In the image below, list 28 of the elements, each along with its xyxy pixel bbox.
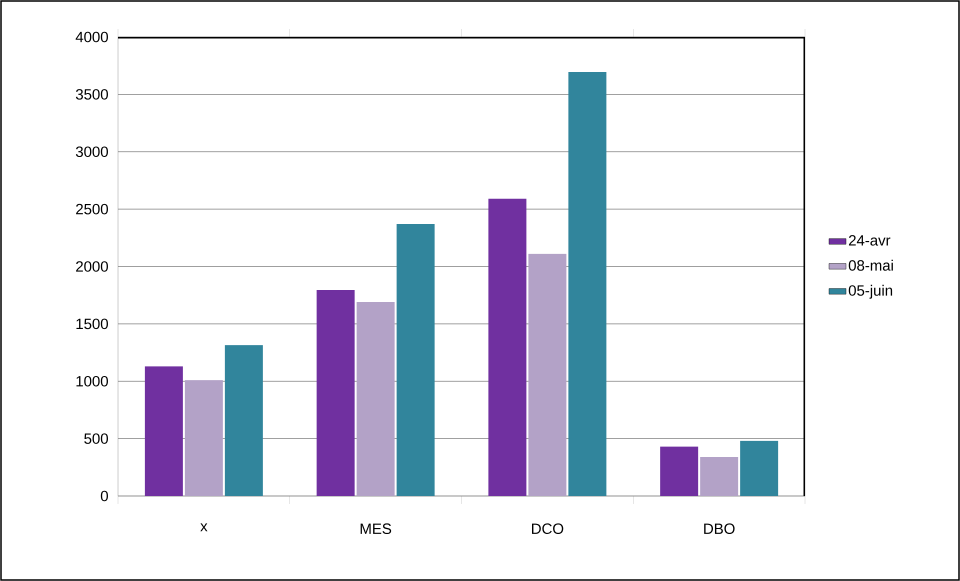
x-tick-label: DCO <box>532 523 564 534</box>
y-tick-label: 2000 <box>76 261 108 272</box>
y-tick-label: 0 <box>100 490 108 502</box>
y-tick-label: 3000 <box>76 146 108 158</box>
x-tick-label: MES <box>360 523 392 534</box>
bar <box>528 254 566 496</box>
bar <box>144 366 183 496</box>
bar <box>488 198 526 496</box>
x-tick-label: x <box>200 523 208 532</box>
bar <box>740 440 778 496</box>
bar <box>700 456 738 496</box>
legend-label: 24-avr <box>848 235 890 246</box>
bar <box>224 345 263 496</box>
legend-label: 08-mai <box>848 260 893 271</box>
y-tick-label: 1000 <box>76 376 108 387</box>
x-tick-label: DBO <box>704 523 735 534</box>
bar <box>184 380 223 496</box>
y-tick-label: 4000 <box>76 32 108 42</box>
y-tick-label: 1500 <box>76 318 108 330</box>
bar <box>316 290 355 496</box>
bar <box>660 446 698 496</box>
legend-label: 05-juin <box>848 284 892 299</box>
bar <box>396 224 435 496</box>
y-tick-label: 500 <box>84 433 108 444</box>
y-tick-label: 2500 <box>76 204 108 214</box>
bar <box>568 72 606 496</box>
y-tick-label: 3500 <box>76 89 108 100</box>
bar <box>356 302 395 496</box>
